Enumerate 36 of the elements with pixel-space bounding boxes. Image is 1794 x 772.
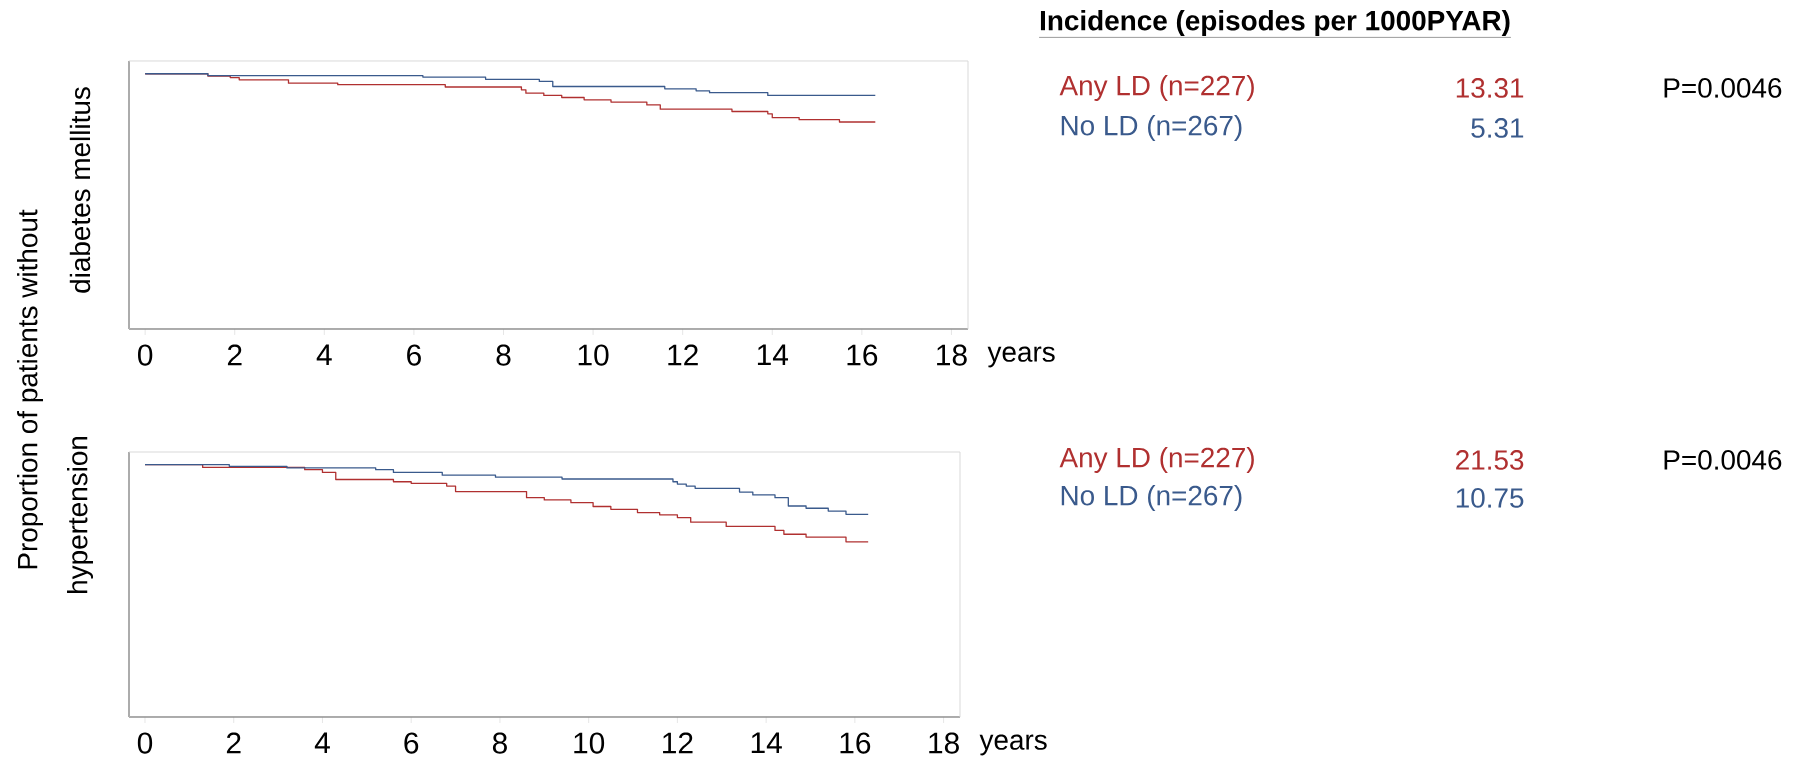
x-tick-label: 12 [663, 732, 693, 754]
text: P=0.0046 [1664, 78, 1782, 98]
x-tick-label: 12 [668, 344, 698, 366]
text: Any LD (n=227) [1059, 75, 1254, 101]
x-tick-label: 6 [404, 732, 419, 754]
x-tick-label: 18 [929, 732, 959, 754]
x-tick-label: 10 [574, 732, 605, 754]
text: Proportion of patients without [17, 209, 44, 569]
x-tick-label: 16 [847, 344, 878, 366]
x-tick-label: 2 [226, 732, 241, 754]
text: No LD (n=267) [1061, 485, 1242, 511]
text: 21.53 [1456, 450, 1524, 470]
x-axis-title: years [987, 346, 1055, 368]
x-tick-label: 8 [492, 732, 507, 754]
x-tick-label: 16 [840, 732, 871, 754]
x-tick-label: 4 [314, 732, 330, 754]
text: No LD (n=267) [1061, 115, 1242, 141]
y-axis-title: diabetes mellitus [69, 87, 91, 293]
x-tick-label: 4 [316, 344, 332, 366]
x-tick-label: 18 [937, 344, 967, 366]
y-axis-title: hypertension [67, 436, 94, 593]
text: Any LD (n=227) [1059, 447, 1254, 473]
text: 13.31 [1456, 78, 1524, 98]
x-tick-label: 6 [407, 344, 421, 366]
x-tick-label: 10 [578, 344, 609, 366]
text: P=0.0046 [1664, 450, 1782, 470]
x-tick-label: 2 [227, 344, 242, 366]
x-tick-label: 0 [137, 732, 153, 754]
x-tick-label: 8 [496, 344, 511, 366]
x-tick-label: 14 [751, 732, 782, 754]
x-tick-label: 14 [757, 344, 789, 366]
x-axis-title: years [979, 734, 1047, 756]
text: Incidence (episodes per 1000PYAR) [1040, 10, 1510, 36]
text: 10.75 [1456, 488, 1524, 508]
x-tick-label: 0 [138, 344, 153, 366]
text: 5.31 [1471, 118, 1524, 138]
